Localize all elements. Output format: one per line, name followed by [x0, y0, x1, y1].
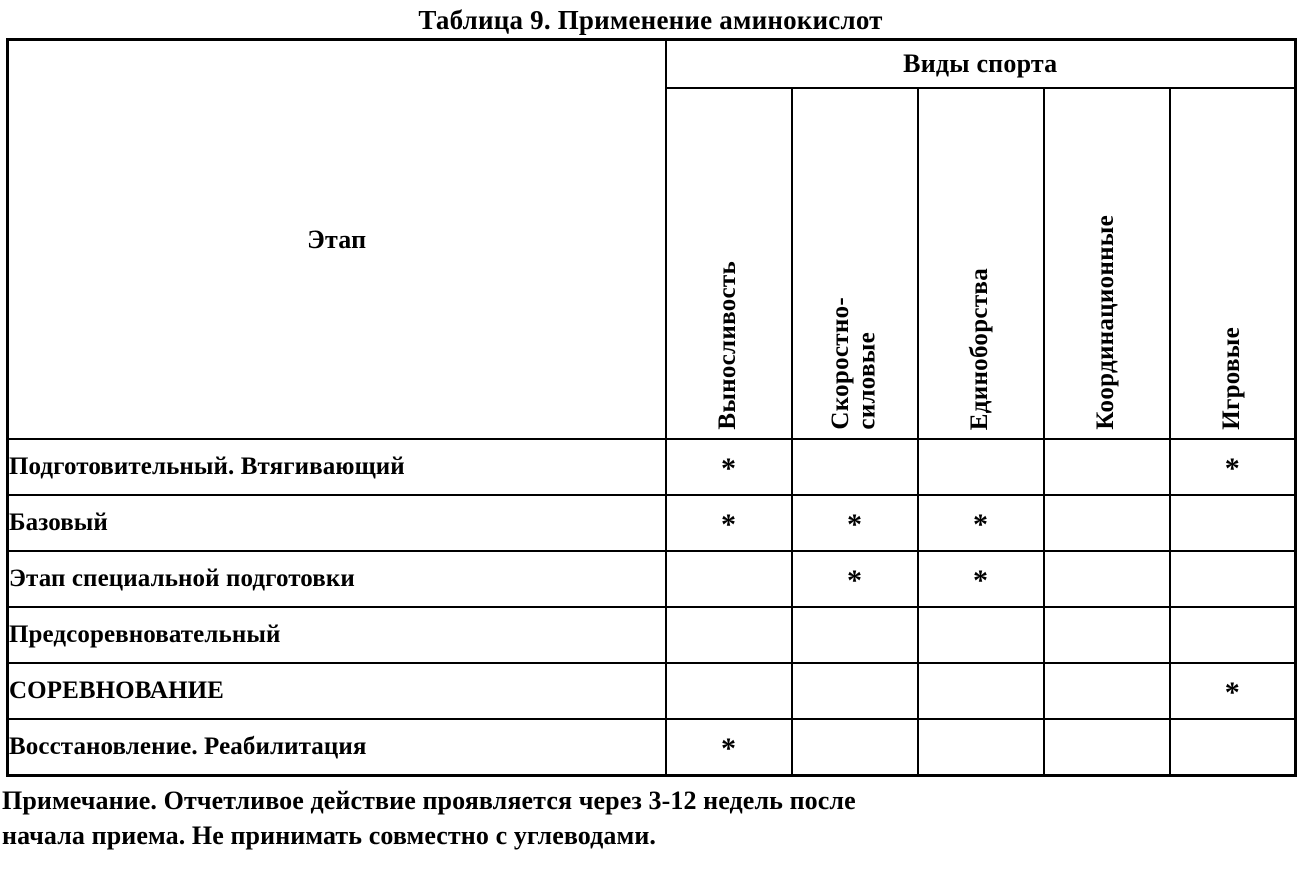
table-row: СОРЕВНОВАНИЕ * — [6, 662, 1297, 720]
table-row: Этап специальной подготовки * * — [6, 550, 1297, 608]
header-row-sports: Выносливость Скоростно- силовые Единобор… — [8, 87, 1297, 440]
mark-cell-speed-strength — [790, 606, 919, 664]
mark-cell-coordination — [1042, 494, 1171, 552]
mark-asterisk: * — [1224, 675, 1240, 709]
stage-label: СОРЕВНОВАНИЕ — [6, 662, 667, 720]
mark-cell-speed-strength: * — [790, 550, 919, 608]
stage-label: Восстановление. Реабилитация — [6, 718, 667, 777]
mark-cell-martial-arts — [916, 718, 1045, 777]
stage-label: Предсоревновательный — [6, 606, 667, 664]
mark-cell-endurance: * — [664, 438, 793, 496]
mark-cell-martial-arts — [916, 606, 1045, 664]
column-header-martial-arts-label: Единоборства — [966, 267, 994, 430]
mark-asterisk: * — [721, 507, 736, 541]
table-header: Этап Виды спорта Выносливость Скоростно-… — [6, 38, 1297, 440]
mark-cell-speed-strength — [790, 662, 919, 720]
vertical-label-wrap: Координационные — [1045, 89, 1169, 430]
table-caption: Таблица 9. Применение аминокислот — [418, 5, 883, 35]
mark-cell-endurance: * — [664, 718, 793, 777]
mark-asterisk: * — [973, 563, 988, 597]
sports-group-header: Виды спорта — [664, 38, 1297, 89]
vertical-label-wrap: Скоростно- силовые — [793, 89, 917, 430]
column-header-endurance-label: Выносливость — [714, 261, 742, 430]
column-header-coordination-label: Координационные — [1092, 215, 1120, 430]
mark-cell-martial-arts: * — [916, 550, 1045, 608]
mark-cell-endurance — [664, 606, 793, 664]
stage-label: Подготовительный. Втягивающий — [6, 438, 667, 496]
table-row: Предсоревновательный — [6, 606, 1297, 664]
mark-cell-team-games: * — [1168, 662, 1297, 720]
column-header-speed-strength: Скоростно- силовые — [790, 87, 919, 440]
column-header-coordination: Координационные — [1042, 87, 1171, 440]
vertical-label-wrap: Выносливость — [667, 89, 791, 430]
mark-asterisk: * — [847, 507, 862, 541]
stage-label: Этап специальной подготовки — [6, 550, 667, 608]
mark-cell-coordination — [1042, 662, 1171, 720]
vertical-label-wrap: Единоборства — [919, 89, 1043, 430]
table-body: Подготовительный. Втягивающий * * — [6, 438, 1297, 777]
column-header-endurance: Выносливость — [664, 87, 793, 440]
mark-cell-coordination — [1042, 438, 1171, 496]
mark-cell-endurance — [664, 662, 793, 720]
mark-cell-endurance: * — [664, 494, 793, 552]
table-note-line-2: начала приема. Не принимать совместно с … — [2, 821, 656, 850]
stage-label: Базовый — [6, 494, 667, 552]
mark-cell-coordination — [1042, 718, 1171, 777]
column-header-team-games-label: Игровые — [1218, 327, 1246, 430]
mark-cell-team-games: * — [1168, 438, 1297, 496]
mark-cell-endurance — [664, 550, 793, 608]
mark-cell-speed-strength — [790, 718, 919, 777]
table-note: Примечание. Отчетливое действие проявляе… — [0, 777, 1301, 853]
mark-cell-speed-strength: * — [790, 494, 919, 552]
mark-asterisk: * — [721, 731, 736, 765]
column-header-team-games: Игровые — [1168, 87, 1297, 440]
table-note-line-1: Примечание. Отчетливое действие проявляе… — [2, 786, 856, 815]
mark-cell-team-games — [1168, 718, 1297, 777]
mark-cell-coordination — [1042, 606, 1171, 664]
amino-acid-usage-table: Этап Виды спорта Выносливость Скоростно-… — [6, 38, 1298, 777]
mark-cell-team-games — [1168, 494, 1297, 552]
mark-asterisk: * — [847, 563, 862, 597]
vertical-label-wrap: Игровые — [1171, 89, 1295, 430]
column-header-speed-strength-label: Скоростно- силовые — [827, 297, 881, 430]
mark-cell-martial-arts: * — [916, 494, 1045, 552]
stage-column-header: Этап — [6, 38, 667, 440]
mark-asterisk: * — [721, 451, 736, 485]
table-row: Подготовительный. Втягивающий * * — [6, 438, 1297, 496]
table-row: Базовый * * * — [6, 494, 1297, 552]
mark-asterisk: * — [1224, 451, 1240, 485]
mark-cell-team-games — [1168, 550, 1297, 608]
mark-cell-coordination — [1042, 550, 1171, 608]
mark-cell-speed-strength — [790, 438, 919, 496]
mark-cell-martial-arts — [916, 662, 1045, 720]
header-row-group: Этап Виды спорта — [6, 38, 1297, 440]
table-row: Восстановление. Реабилитация * — [6, 718, 1297, 777]
column-header-martial-arts: Единоборства — [916, 87, 1045, 440]
mark-cell-martial-arts — [916, 438, 1045, 496]
mark-asterisk: * — [973, 507, 988, 541]
mark-cell-team-games — [1168, 606, 1297, 664]
